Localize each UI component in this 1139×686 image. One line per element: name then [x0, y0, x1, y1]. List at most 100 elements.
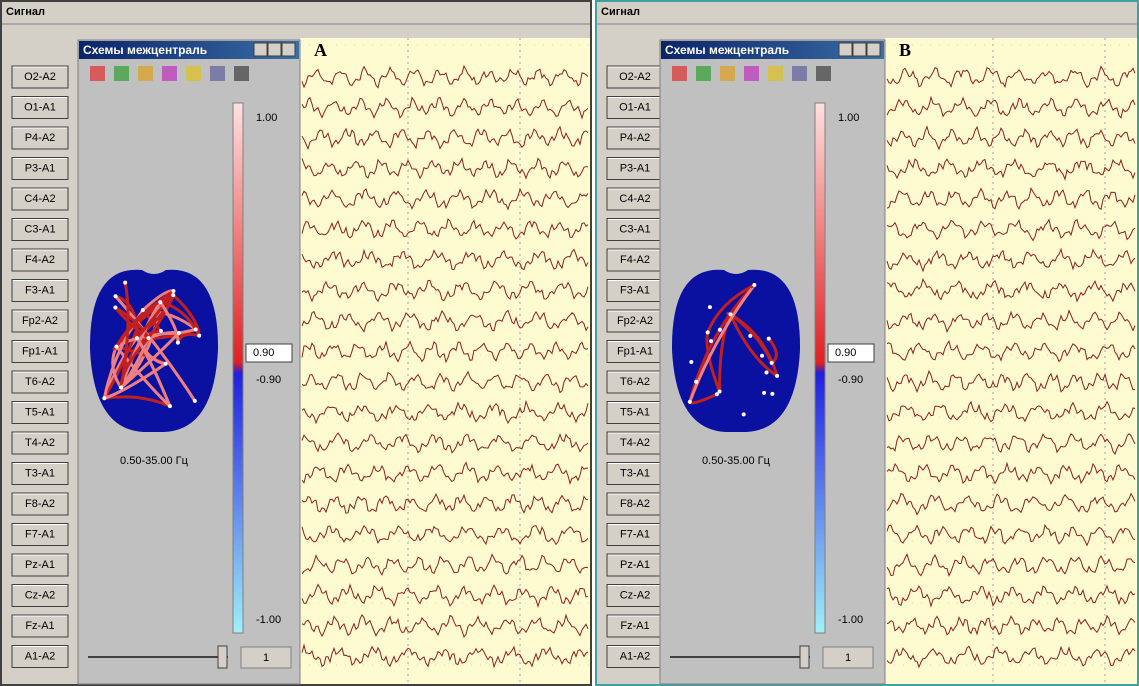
window-button[interactable]: [853, 43, 866, 56]
toolbar-icon[interactable]: [186, 66, 201, 81]
electrode: [770, 392, 774, 396]
frequency: 0.50-35.00 Гц: [702, 455, 771, 467]
toolbar-icon[interactable]: [768, 66, 783, 81]
electrode: [123, 281, 127, 285]
channel-label: Cz-A2: [25, 589, 56, 601]
electrode: [113, 306, 117, 310]
electrode: [168, 404, 172, 408]
channel-label: Fp2-A2: [617, 315, 653, 327]
channel-label: C3-A1: [619, 223, 650, 235]
electrode: [171, 293, 175, 297]
electrode: [709, 339, 713, 343]
channel-label: T5-A1: [620, 406, 650, 418]
toolbar-icon[interactable]: [744, 66, 759, 81]
toolbar-icon[interactable]: [792, 66, 807, 81]
window-title: Схемы межцентраль: [665, 43, 789, 57]
channel-label: Fz-A1: [620, 620, 649, 632]
electrode: [102, 396, 106, 400]
channel-label: P4-A2: [25, 132, 56, 144]
channel-label: F4-A2: [620, 254, 650, 266]
electrode: [718, 328, 722, 332]
electrode: [770, 361, 774, 365]
channel-label: O1-A1: [619, 101, 651, 113]
channel-label: Fz-A1: [25, 620, 54, 632]
scale-top: 1.00: [256, 112, 277, 124]
toolbar-icon[interactable]: [696, 66, 711, 81]
channel-label: C3-A1: [24, 223, 55, 235]
panel-header: Сигнал: [6, 6, 45, 18]
scale-low: -0.90: [256, 374, 281, 386]
electrode: [708, 305, 712, 309]
channel-label: T4-A2: [25, 437, 55, 449]
window-title: Схемы межцентраль: [83, 43, 207, 57]
electrode: [775, 374, 779, 378]
brain-map: [90, 270, 218, 432]
channel-label: Fp2-A2: [22, 315, 58, 327]
window-button[interactable]: [867, 43, 880, 56]
toolbar-icon[interactable]: [720, 66, 735, 81]
scale-bottom: -1.00: [256, 614, 281, 626]
toolbar-icon[interactable]: [162, 66, 177, 81]
scale-bottom: -1.00: [838, 614, 863, 626]
toolbar-icon[interactable]: [210, 66, 225, 81]
electrode: [688, 400, 692, 404]
toolbar-icon[interactable]: [816, 66, 831, 81]
channel-label: O2-A2: [24, 71, 56, 83]
channel-label: F8-A2: [620, 498, 650, 510]
channel-label: P4-A2: [620, 132, 651, 144]
slider-value: 1: [263, 652, 269, 664]
channel-label: F3-A1: [620, 284, 650, 296]
toolbar-icon[interactable]: [138, 66, 153, 81]
channel-label: F4-A2: [25, 254, 55, 266]
electrode: [171, 289, 175, 293]
channel-label: A1-A2: [620, 650, 651, 662]
electrode: [147, 336, 151, 340]
electrode: [752, 283, 756, 287]
brain-map: [672, 270, 800, 432]
scale-top: 1.00: [838, 112, 859, 124]
electrode: [164, 362, 168, 366]
panel-label: A: [314, 40, 327, 60]
channel-label: O2-A2: [619, 71, 651, 83]
channel-label: Pz-A1: [620, 559, 650, 571]
toolbar-icon[interactable]: [114, 66, 129, 81]
electrode: [114, 294, 118, 298]
electrode: [159, 329, 163, 333]
eeg-area: [885, 38, 1137, 684]
channel-label: P3-A1: [620, 162, 651, 174]
window-button[interactable]: [254, 43, 267, 56]
channel-label: F7-A1: [620, 528, 650, 540]
slider-thumb[interactable]: [218, 646, 227, 668]
toolbar-icon[interactable]: [234, 66, 249, 81]
electrode: [176, 341, 180, 345]
channel-label: Fp1-A1: [617, 345, 653, 357]
channel-label: T6-A2: [620, 376, 650, 388]
threshold-value: 0.90: [253, 347, 274, 359]
electrode: [742, 412, 746, 416]
threshold-value: 0.90: [835, 347, 856, 359]
channel-label: C4-A2: [24, 193, 55, 205]
electrode: [706, 330, 710, 334]
channel-label: F8-A2: [25, 498, 55, 510]
window-button[interactable]: [839, 43, 852, 56]
toolbar-icon[interactable]: [672, 66, 687, 81]
electrode: [141, 308, 145, 312]
electrode: [119, 386, 123, 390]
panel-header: Сигнал: [601, 6, 640, 18]
toolbar-icon[interactable]: [90, 66, 105, 81]
electrode: [765, 370, 769, 374]
channel-label: P3-A1: [25, 162, 56, 174]
electrode: [748, 334, 752, 338]
electrode: [718, 389, 722, 393]
screen: Сигнал A O2-A2 O1-A1 P4-A2 P3-A1 C4-A2 C3-A1 F4-…: [0, 0, 1139, 686]
window-button[interactable]: [282, 43, 295, 56]
slider-thumb[interactable]: [800, 646, 809, 668]
electrode: [197, 334, 201, 338]
electrode: [694, 380, 698, 384]
window-button[interactable]: [268, 43, 281, 56]
channel-label: T3-A1: [620, 467, 650, 479]
channel-label: Fp1-A1: [22, 345, 58, 357]
page: Сигнал A O2-A2 O1-A1 P4-A2 P3-A1 C4-A2 C3-A1 F4-…: [0, 0, 1139, 686]
channel-label: Pz-A1: [25, 559, 55, 571]
electrode: [193, 399, 197, 403]
